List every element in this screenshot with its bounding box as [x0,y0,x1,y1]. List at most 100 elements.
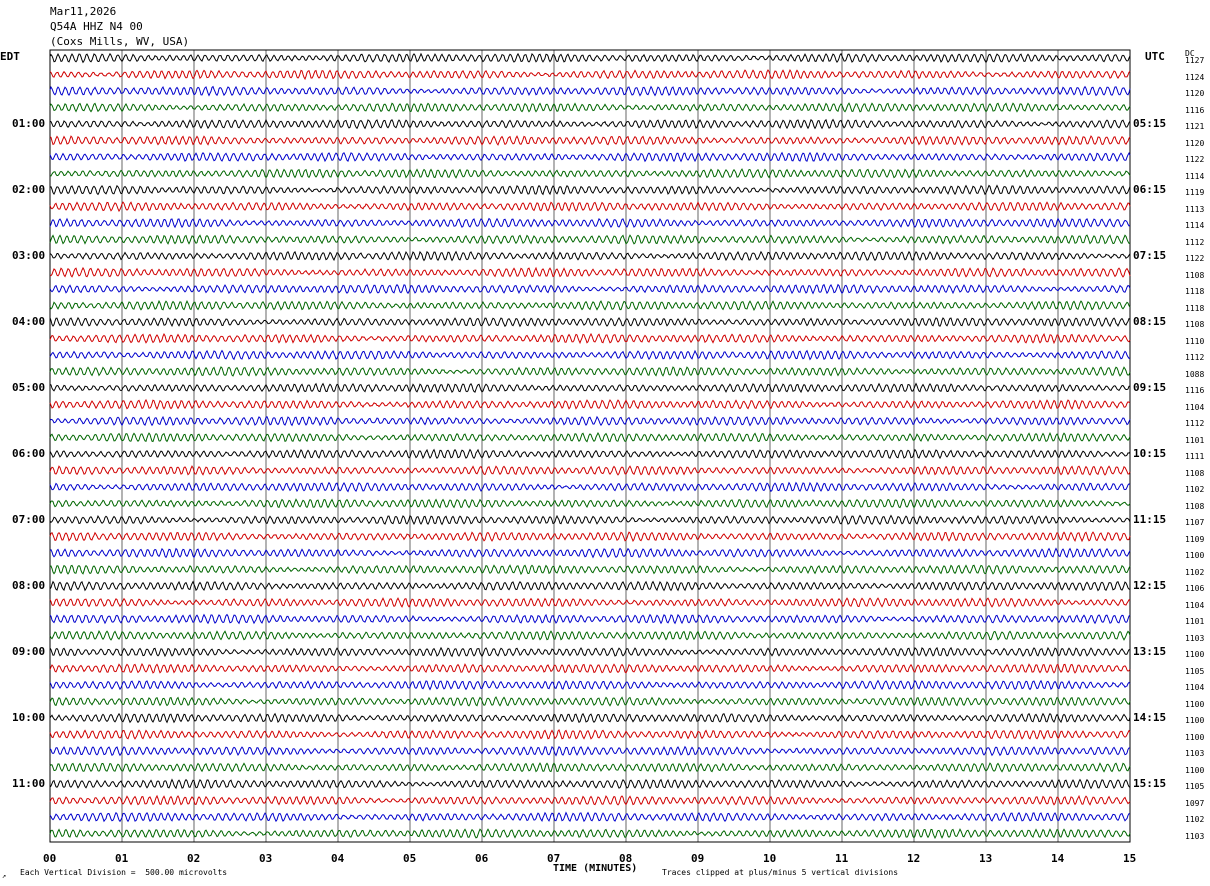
utc-hour-label: 08:15 [1133,315,1167,328]
trace-dc-offset: 1104 [1185,600,1205,610]
seismic-trace [49,52,1131,64]
trace-dc-offset: 1109 [1185,534,1205,544]
edt-hour-label: 11:00 [12,777,46,790]
seismic-trace [49,168,1131,179]
left-timezone-label: EDT [0,50,20,63]
utc-hour-label: 10:15 [1133,447,1167,460]
seismic-trace [49,431,1131,443]
seismic-trace [49,102,1131,113]
trace-dc-offset: 1114 [1185,221,1205,230]
seismic-trace [49,646,1131,658]
trace-dc-offset: 1102 [1185,815,1205,824]
clip-note: Traces clipped at plus/minus 5 vertical … [662,868,899,877]
seismic-trace [49,712,1131,724]
edt-hour-label: 04:00 [12,315,46,328]
edt-hour-label: 03:00 [12,249,46,262]
edt-hour-label: 09:00 [12,645,46,658]
seismic-trace [49,745,1131,757]
trace-dc-offset: 1108 [1185,270,1205,280]
seismic-trace [49,597,1131,608]
utc-hour-label: 13:15 [1133,645,1167,658]
x-tick-label: 15 [1123,852,1137,865]
utc-hour-label: 11:15 [1133,513,1167,526]
x-tick-label: 04 [331,852,345,865]
utc-hour-label: 05:15 [1133,117,1167,130]
plot-frame [49,49,1131,843]
trace-dc-offset: 1105 [1185,666,1205,676]
trace-dc-offset: 1100 [1185,732,1205,742]
x-tick-label: 12 [907,852,921,865]
x-tick-label: 03 [259,852,273,865]
seismic-trace [49,398,1131,411]
trace-dc-offset: 1116 [1185,105,1205,115]
seismic-trace [49,514,1131,526]
trace-dc-offset: 1100 [1185,699,1205,709]
x-axis-label: TIME (MINUTES) [553,863,638,874]
seismic-trace [49,299,1131,311]
trace-dc-offset: 1111 [1185,452,1205,461]
seismic-trace [49,415,1131,427]
trace-dc-offset: 1100 [1185,716,1205,725]
trace-dc-offset: 1118 [1185,287,1205,296]
utc-hour-label: 06:15 [1133,183,1167,196]
seismic-trace [49,481,1131,493]
x-tick-label: 02 [187,852,201,865]
utc-hour-label: 15:15 [1133,777,1167,790]
seismic-trace [49,184,1131,196]
utc-hour-label: 09:15 [1133,381,1167,394]
trace-dc-offset: 1100 [1185,551,1205,560]
seismic-trace [49,332,1131,345]
seismic-trace [49,366,1131,377]
station-code: Q54A HHZ N4 00 [50,20,143,33]
trace-dc-offset: 1102 [1185,485,1205,494]
seismic-trace [49,778,1131,790]
trace-dc-offset: 1103 [1185,633,1205,643]
trace-dc-offset: 1108 [1185,501,1205,511]
trace-dc-offset: 1107 [1185,518,1205,527]
x-tick-label: 13 [979,852,993,865]
utc-hour-label: 14:15 [1133,711,1167,724]
trace-dc-offset: 1116 [1185,386,1205,395]
seismic-trace [49,580,1131,592]
trace-dc-offset: 1119 [1185,188,1205,197]
seismic-trace [49,69,1131,81]
trace-dc-offset: 1100 [1185,650,1205,659]
seismic-trace [49,448,1131,460]
trace-dc-offset: 1104 [1185,683,1205,692]
seismic-trace [49,828,1131,839]
seismic-trace [49,762,1131,773]
corner-mark: ↗ [2,872,7,880]
x-tick-label: 10 [763,852,777,865]
trace-dc-offset: 1113 [1185,204,1205,214]
seismic-trace [49,85,1131,97]
trace-dc-offset: 1122 [1185,155,1205,164]
trace-dc-offset: 1103 [1185,749,1205,758]
seismic-trace [49,811,1131,823]
edt-hour-label: 02:00 [12,183,46,196]
seismic-trace [49,118,1131,130]
seismic-trace [49,613,1131,625]
edt-hour-label: 07:00 [12,513,46,526]
scale-note: Each Vertical Division = 500.00 microvol… [20,868,228,877]
trace-dc-offset: 1112 [1185,419,1205,428]
edt-hour-label: 05:00 [12,381,46,394]
trace-dc-offset: 1122 [1185,254,1205,263]
edt-hour-label: 01:00 [12,117,46,130]
trace-dc-offset: 1106 [1185,584,1205,593]
seismic-trace [49,316,1131,328]
seismic-trace [49,629,1131,641]
trace-dc-offset: 1121 [1185,122,1205,131]
trace-dc-offset: 1112 [1185,353,1205,362]
seismic-trace [49,217,1131,229]
right-timezone-label: UTC [1145,50,1165,63]
x-tick-label: 06 [475,852,489,865]
trace-dc-offset: 1124 [1185,72,1205,82]
trace-dc-offset: 1100 [1185,765,1205,775]
trace-dc-offset: 1101 [1185,617,1205,626]
seismic-trace [49,266,1131,278]
edt-hour-label: 10:00 [12,711,46,724]
trace-dc-offset: 1097 [1185,798,1205,808]
trace-dc-offset: 1112 [1185,237,1205,247]
seismic-trace [49,564,1131,576]
